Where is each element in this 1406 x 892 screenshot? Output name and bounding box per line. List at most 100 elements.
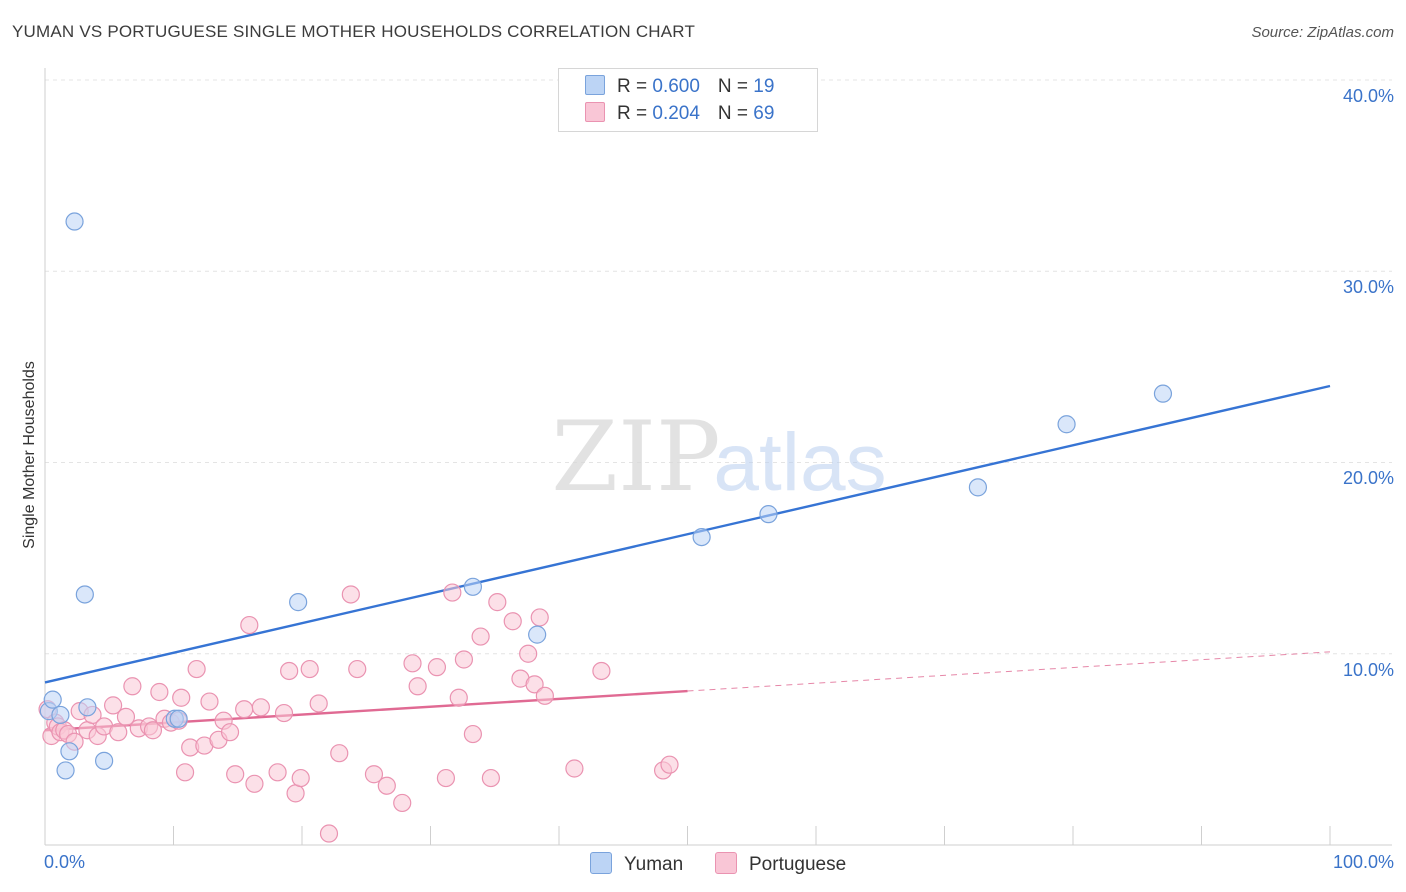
r-label: R =	[617, 103, 653, 124]
portuguese-point	[309, 694, 328, 713]
portuguese-point	[535, 686, 554, 705]
portuguese-point	[408, 677, 427, 696]
y-tick-label-10: 10.0%	[1342, 660, 1394, 680]
portuguese-point	[143, 721, 163, 740]
portuguese-point	[280, 661, 299, 681]
yuman-point	[56, 761, 75, 780]
portuguese-point	[471, 627, 490, 646]
portuguese-point	[403, 654, 422, 673]
x-tick-label-max: 100.0%	[1332, 852, 1394, 872]
portuguese-point	[274, 703, 294, 723]
portuguese-point	[220, 723, 240, 742]
portuguese-point	[519, 644, 538, 663]
y-axis-label: Single Mother Households	[21, 361, 38, 549]
n-label: N =	[717, 103, 754, 124]
chart-title: YUMAN VS PORTUGUESE SINGLE MOTHER HOUSEH…	[12, 22, 696, 41]
legend-row-yuman: R = 0.600 N = 19	[585, 75, 774, 99]
correlation-legend: R = 0.600 N = 19 R = 0.204 N = 69	[558, 68, 818, 132]
watermark-zip: ZIP	[551, 401, 720, 513]
yuman-point	[43, 690, 62, 709]
yuman-point	[528, 625, 547, 644]
portuguese-point	[330, 744, 349, 763]
yuman-point	[169, 709, 188, 728]
portuguese-legend-swatch	[715, 852, 737, 874]
yuman-point	[289, 593, 308, 612]
n-label: N =	[717, 76, 754, 97]
portuguese-point	[286, 784, 305, 803]
portuguese-point	[245, 774, 264, 793]
yuman-swatch	[585, 75, 605, 95]
portuguese-point	[427, 658, 447, 677]
r-value: 0.600	[652, 76, 700, 97]
yuman-legend-label: Yuman	[624, 854, 684, 875]
data-points	[38, 212, 1173, 843]
portuguese-point	[454, 650, 474, 669]
portuguese-swatch	[585, 102, 605, 122]
portuguese-point	[377, 776, 396, 795]
watermark: ZIP atlas	[551, 401, 886, 513]
n-value: 69	[753, 103, 775, 124]
portuguese-legend-label: Portuguese	[749, 854, 847, 875]
portuguese-point	[187, 659, 206, 679]
portuguese-point	[172, 688, 191, 707]
portuguese-point	[449, 688, 468, 707]
portuguese-point	[240, 615, 259, 635]
portuguese-point	[660, 755, 679, 774]
portuguese-point	[104, 696, 123, 715]
portuguese-point	[565, 759, 584, 778]
portuguese-point	[488, 593, 507, 612]
portuguese-point	[291, 768, 310, 788]
yuman-point	[759, 505, 778, 524]
portuguese-point	[251, 698, 270, 717]
yuman-point	[78, 698, 97, 717]
portuguese-point	[525, 675, 544, 694]
portuguese-point	[150, 682, 169, 702]
y-tick-label-40: 40.0%	[1342, 86, 1394, 106]
watermark-atlas: atlas	[713, 417, 886, 508]
portuguese-point	[116, 707, 136, 726]
chart-source: Source: ZipAtlas.com	[1251, 24, 1394, 41]
portuguese-point	[364, 765, 384, 784]
grid-lines	[45, 79, 1392, 655]
portuguese-point	[109, 723, 128, 742]
portuguese-point	[123, 677, 142, 696]
legend-row-portuguese: R = 0.204 N = 69	[585, 102, 774, 126]
y-tick-label-20: 20.0%	[1342, 468, 1394, 488]
portuguese-point	[530, 608, 549, 627]
portuguese-point	[319, 824, 339, 843]
portuguese-point	[443, 583, 462, 602]
portuguese-point	[503, 612, 522, 631]
portuguese-point	[268, 763, 287, 782]
x-tick-label-min: 0.0%	[44, 852, 86, 872]
yuman-point	[51, 705, 70, 725]
portuguese-point	[393, 793, 412, 813]
portuguese-point	[341, 585, 360, 604]
portuguese-point	[300, 659, 319, 679]
portuguese-point	[481, 768, 500, 788]
portuguese-point	[226, 765, 245, 784]
trend-line-dashed-portuguese	[687, 651, 1331, 692]
portuguese-point	[592, 661, 611, 681]
yuman-point	[463, 577, 483, 596]
yuman-point	[95, 751, 114, 770]
portuguese-point	[348, 659, 367, 679]
yuman-point	[692, 527, 711, 547]
n-value: 19	[753, 76, 775, 97]
yuman-point	[968, 478, 988, 497]
yuman-legend-swatch	[590, 852, 612, 874]
portuguese-point	[175, 763, 195, 782]
portuguese-point	[235, 700, 254, 719]
yuman-point	[75, 585, 94, 604]
legend-item-yuman: Yuman	[590, 852, 683, 876]
y-tick-label-30: 30.0%	[1342, 277, 1394, 297]
yuman-point	[65, 212, 84, 231]
portuguese-point	[463, 724, 483, 744]
portuguese-point	[436, 768, 456, 788]
r-value: 0.204	[652, 103, 700, 124]
portuguese-point	[200, 692, 219, 711]
legend-item-portuguese: Portuguese	[715, 852, 846, 876]
r-label: R =	[617, 76, 653, 97]
yuman-point	[60, 742, 79, 761]
yuman-point	[1153, 384, 1173, 403]
